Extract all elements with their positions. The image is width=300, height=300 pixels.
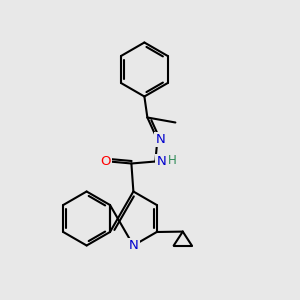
Text: H: H bbox=[168, 154, 177, 167]
Text: O: O bbox=[100, 155, 111, 168]
Text: N: N bbox=[128, 239, 138, 252]
Text: N: N bbox=[157, 155, 166, 168]
Text: N: N bbox=[155, 133, 165, 146]
